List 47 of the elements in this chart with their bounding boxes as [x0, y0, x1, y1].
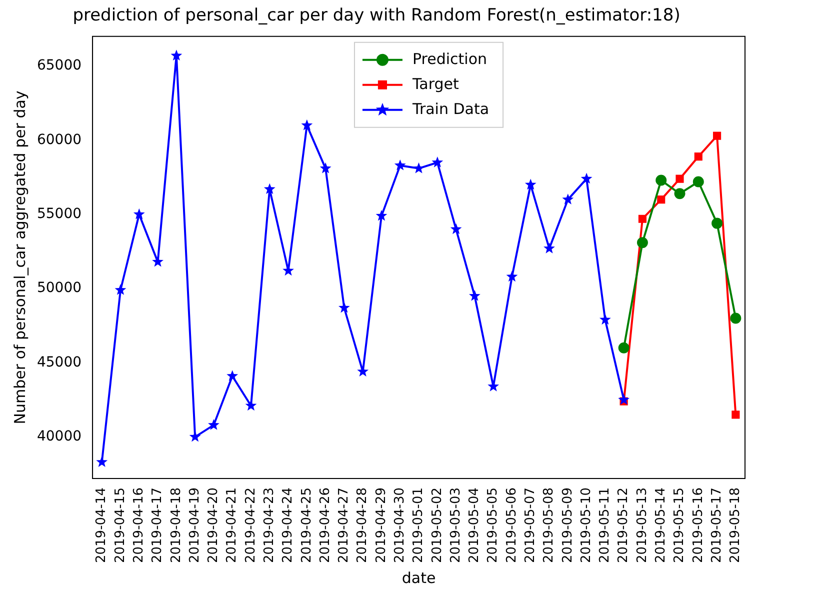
x-tick-label: 2019-04-19: [187, 487, 202, 564]
y-tick-label: 65000: [36, 58, 82, 74]
x-tick-label: 2019-04-29: [374, 487, 389, 564]
x-tick-label: 2019-05-03: [448, 487, 464, 564]
x-tick-label: 2019-04-17: [150, 487, 166, 564]
x-tick-label: 2019-04-18: [168, 487, 184, 564]
x-tick-label: 2019-04-27: [336, 487, 352, 564]
x-tick-label: 2019-04-30: [392, 487, 408, 564]
chart-title: prediction of personal_car per day with Random Forest(n_estimator:18): [72, 6, 680, 26]
y-tick-label: 50000: [36, 280, 82, 296]
x-tick-label: 2019-04-24: [280, 487, 296, 564]
x-tick-label: 2019-04-28: [355, 487, 370, 564]
x-tick-label: 2019-04-16: [132, 487, 147, 564]
x-tick-label: 2019-05-12: [616, 487, 632, 564]
y-tick-label: 45000: [36, 354, 82, 370]
legend-label: Prediction: [412, 50, 488, 68]
y-tick-label: 55000: [36, 206, 82, 222]
x-tick-label: 2019-04-20: [206, 487, 222, 564]
x-tick-label: 2019-04-21: [224, 487, 240, 564]
x-tick-label: 2019-04-22: [243, 487, 258, 564]
x-tick-label: 2019-05-16: [690, 487, 706, 564]
x-tick-label: 2019-04-14: [94, 487, 110, 564]
legend-label: Train Data: [411, 100, 490, 118]
x-tick-label: 2019-05-15: [672, 487, 688, 564]
x-tick-label: 2019-05-05: [486, 487, 501, 564]
x-tick-label: 2019-05-07: [522, 487, 538, 564]
x-tick-label: 2019-05-08: [542, 487, 557, 564]
x-tick-label: 2019-05-04: [467, 487, 482, 564]
x-tick-label: 2019-05-10: [578, 487, 594, 564]
x-tick-label: 2019-05-13: [634, 487, 650, 564]
x-tick-label: 2019-05-11: [598, 487, 613, 564]
x-tick-label: 2019-05-09: [560, 487, 576, 564]
y-tick-label: 40000: [36, 428, 82, 445]
x-tick-label: 2019-04-15: [112, 487, 128, 564]
x-tick-label: 2019-05-18: [728, 487, 744, 564]
x-axis-title: date: [402, 568, 436, 587]
x-tick-label: 2019-05-06: [504, 487, 520, 564]
x-tick-label: 2019-04-23: [262, 487, 278, 564]
x-tick-label: 2019-05-17: [709, 487, 724, 564]
legend-label: Target: [411, 74, 460, 93]
y-axis-title: Number of personal_car aggregated per day: [10, 90, 29, 424]
y-tick-label: 60000: [36, 132, 82, 148]
x-tick-label: 2019-04-25: [299, 487, 314, 564]
x-tick-label: 2019-05-02: [430, 487, 445, 564]
x-tick-label: 2019-05-01: [411, 487, 426, 564]
x-tick-label: 2019-04-26: [318, 487, 333, 564]
x-tick-label: 2019-05-14: [653, 487, 668, 564]
